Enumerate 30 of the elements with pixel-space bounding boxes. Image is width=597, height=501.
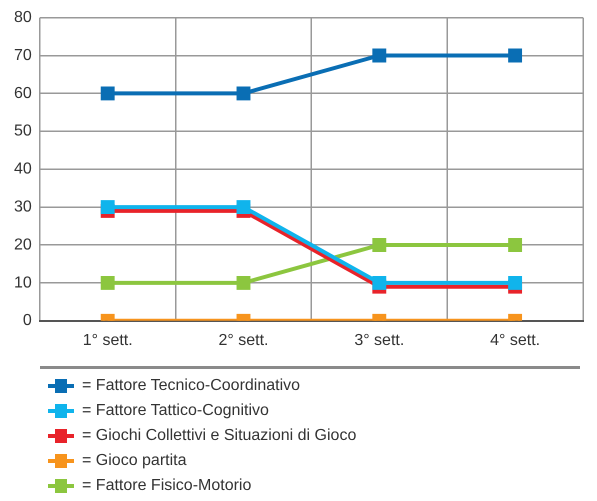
x-tick-label: 4° sett.	[490, 332, 540, 349]
y-tick-label: 0	[22, 312, 32, 330]
point	[508, 238, 522, 252]
point	[508, 276, 522, 290]
point	[236, 276, 250, 290]
y-tick-label: 30	[14, 198, 32, 216]
point	[372, 238, 386, 252]
y-tick-label: 20	[14, 236, 32, 254]
x-tick-label: 1° sett.	[82, 332, 133, 349]
point	[372, 276, 386, 290]
point	[100, 276, 115, 290]
y-tick-label: 70	[14, 46, 32, 64]
legend-label: = Fattore Fisico-Motorio	[82, 476, 252, 494]
legend-label: = Fattore Tattico-Cognitivo	[82, 402, 269, 420]
point	[236, 200, 250, 214]
y-tick-label: 80	[14, 9, 32, 26]
y-tick-label: 40	[14, 160, 32, 178]
point	[236, 86, 250, 100]
y-tick-label: 10	[14, 274, 32, 292]
legend-label: = Giochi Collettivi e Situazioni di Gioco	[82, 426, 356, 444]
y-tick-label: 60	[14, 84, 32, 102]
point	[372, 48, 386, 62]
x-tick-label: 3° sett.	[354, 332, 404, 349]
y-tick-label: 50	[14, 122, 32, 140]
legend-label: = Fattore Tecnico-Coordinativo	[82, 376, 300, 394]
point	[100, 200, 115, 214]
legend-label: = Gioco partita	[82, 452, 186, 470]
point	[100, 86, 115, 100]
x-tick-label: 2° sett.	[218, 332, 268, 349]
point	[508, 48, 522, 62]
